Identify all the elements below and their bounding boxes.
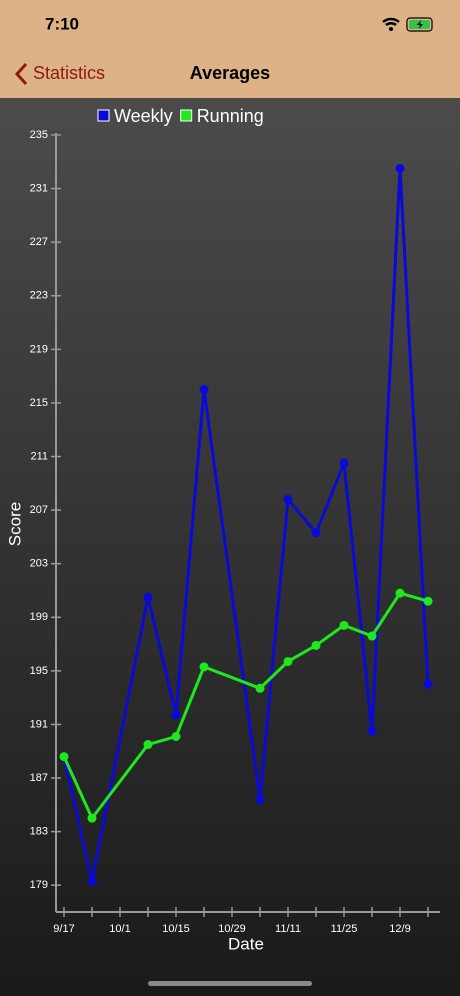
x-tick-label: 10/1	[109, 923, 130, 935]
point	[283, 656, 293, 666]
point	[367, 631, 377, 641]
point	[395, 163, 405, 173]
y-tick-label: 195	[30, 665, 48, 677]
y-tick-label: 211	[30, 450, 48, 462]
point	[59, 752, 69, 762]
x-tick-label: 9/17	[53, 923, 74, 935]
chart-bg	[0, 98, 460, 996]
point	[367, 726, 377, 736]
back-button[interactable]: Statistics	[33, 63, 105, 83]
legend-label: Running	[197, 106, 264, 126]
point	[143, 592, 153, 602]
point	[283, 494, 293, 504]
x-tick-label: 10/15	[162, 923, 190, 935]
point	[311, 528, 321, 538]
wifi-dot	[389, 27, 393, 31]
y-tick-label: 231	[30, 182, 48, 194]
legend-label: Weekly	[114, 106, 173, 126]
point	[199, 662, 209, 672]
series-line	[62, 591, 429, 822]
point	[339, 458, 349, 468]
point	[143, 740, 153, 750]
battery	[406, 17, 433, 32]
point	[395, 588, 405, 598]
x-tick-label: 10/29	[218, 923, 246, 935]
y-tick-label: 219	[30, 343, 48, 355]
legend-swatch	[180, 109, 193, 122]
nav-title: Averages	[190, 63, 270, 83]
y-tick-label: 199	[30, 611, 48, 623]
y-axis-label: Score	[5, 502, 24, 546]
point	[255, 683, 265, 693]
y-tick-label: 207	[30, 504, 48, 516]
wifi-icon	[382, 17, 400, 27]
x-axis-label: Date	[228, 934, 264, 953]
back-chevron[interactable]	[14, 62, 28, 86]
point	[199, 385, 209, 395]
status-time: 7:10	[45, 14, 79, 33]
point	[87, 813, 97, 823]
y-tick-label: 187	[30, 772, 48, 784]
point	[255, 794, 265, 804]
y-tick-label: 223	[30, 290, 48, 302]
charging-bolt	[417, 20, 423, 29]
legend-swatch	[97, 109, 110, 122]
x-tick-label: 11/25	[331, 923, 358, 935]
y-tick-label: 179	[30, 879, 48, 891]
series-line	[62, 168, 430, 882]
point	[423, 679, 433, 689]
home-indicator	[148, 981, 312, 986]
y-tick-label: 215	[30, 397, 48, 409]
point	[87, 876, 97, 886]
point	[171, 710, 181, 720]
y-tick-label: 203	[30, 558, 48, 570]
point	[339, 620, 349, 630]
y-tick-label: 235	[30, 129, 48, 141]
y-tick-label: 227	[30, 236, 48, 248]
y-tick-label: 183	[30, 826, 48, 838]
header-bg	[0, 0, 460, 98]
point	[423, 596, 433, 606]
y-tick-label: 191	[30, 718, 48, 730]
x-tick-label: 11/11	[275, 923, 301, 935]
x-tick-label: 12/9	[389, 923, 410, 935]
point	[311, 640, 321, 650]
point	[171, 732, 181, 742]
